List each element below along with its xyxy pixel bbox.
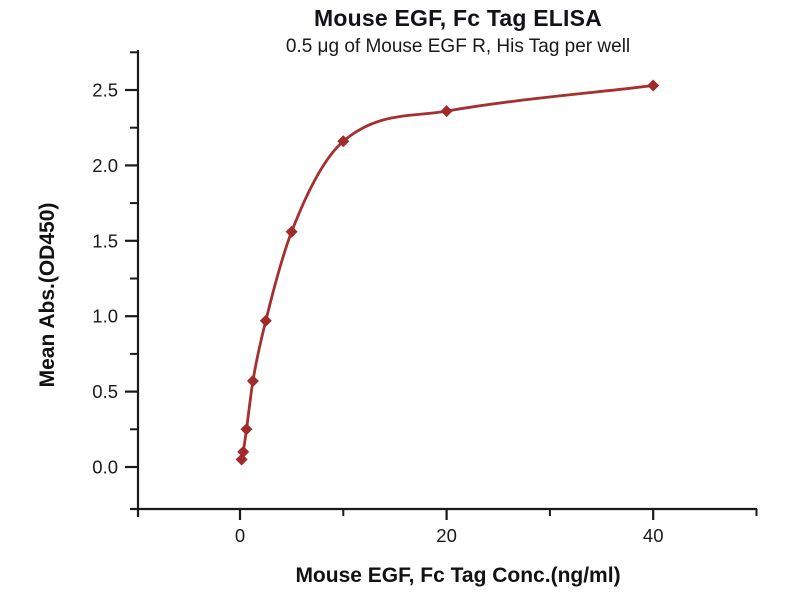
y-tick-label: 1.5: [92, 230, 118, 251]
data-point-marker: [259, 314, 272, 327]
y-tick-label: 2.5: [92, 80, 118, 101]
x-tick-label: 0: [235, 525, 245, 546]
data-point-marker: [647, 79, 660, 92]
data-point-marker: [285, 225, 298, 238]
data-point-marker: [240, 423, 253, 436]
chart-subtitle: 0.5 μg of Mouse EGF R, His Tag per well: [285, 36, 631, 57]
y-tick-label: 0.5: [92, 381, 118, 402]
fit-curve: [240, 84, 655, 461]
y-tick-label: 1.0: [92, 306, 118, 327]
data-point-marker: [440, 105, 453, 118]
x-axis-label: Mouse EGF, Fc Tag Conc.(ng/ml): [295, 564, 621, 587]
x-tick-label: 40: [643, 525, 664, 546]
data-point-marker: [237, 445, 250, 458]
y-tick-label: 2.0: [92, 155, 118, 176]
chart-title: Mouse EGF, Fc Tag ELISA: [314, 5, 602, 31]
data-point-marker: [337, 135, 350, 148]
data-point-marker: [246, 375, 259, 388]
x-tick-label: 20: [436, 525, 457, 546]
y-tick-label: 0.0: [92, 457, 118, 478]
